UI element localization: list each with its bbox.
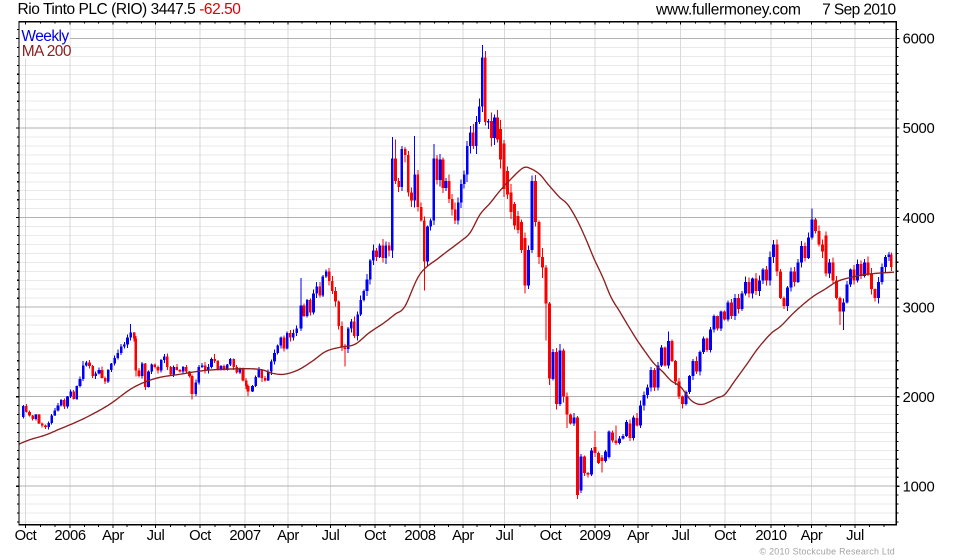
svg-text:1000: 1000	[903, 479, 935, 495]
svg-text:3000: 3000	[903, 300, 935, 316]
svg-text:Jul: Jul	[496, 528, 514, 544]
svg-text:Oct: Oct	[540, 528, 562, 544]
svg-text:Apr: Apr	[801, 528, 823, 544]
svg-text:Jul: Jul	[672, 528, 690, 544]
svg-text:2006: 2006	[54, 528, 85, 544]
svg-text:2009: 2009	[579, 528, 610, 544]
svg-text:2008: 2008	[404, 528, 435, 544]
svg-text:Apr: Apr	[102, 528, 124, 544]
svg-text:2000: 2000	[903, 390, 935, 406]
svg-text:Oct: Oct	[15, 528, 37, 544]
svg-text:2007: 2007	[229, 528, 260, 544]
svg-text:Oct: Oct	[364, 528, 386, 544]
svg-text:Apr: Apr	[627, 528, 649, 544]
svg-text:7 Sep 2010: 7 Sep 2010	[822, 1, 896, 18]
svg-text:Oct: Oct	[189, 528, 211, 544]
svg-text:Jul: Jul	[322, 528, 340, 544]
svg-text:5000: 5000	[903, 121, 935, 137]
svg-text:MA 200: MA 200	[22, 43, 72, 60]
svg-text:Rio Tinto PLC (RIO) 3447.5 -62: Rio Tinto PLC (RIO) 3447.5 -62.50	[18, 1, 242, 18]
svg-text:Apr: Apr	[452, 528, 474, 544]
svg-text:Jul: Jul	[846, 528, 864, 544]
svg-text:Oct: Oct	[714, 528, 736, 544]
svg-text:2010: 2010	[755, 528, 786, 544]
svg-text:6000: 6000	[903, 32, 935, 48]
svg-text:www.fullermoney.com: www.fullermoney.com	[655, 1, 801, 18]
svg-text:Weekly: Weekly	[21, 28, 69, 45]
svg-text:4000: 4000	[903, 211, 935, 227]
svg-text:Jul: Jul	[147, 528, 165, 544]
svg-text:Apr: Apr	[277, 528, 299, 544]
svg-text:© 2010 Stockcube Research Ltd: © 2010 Stockcube Research Ltd	[760, 547, 895, 557]
